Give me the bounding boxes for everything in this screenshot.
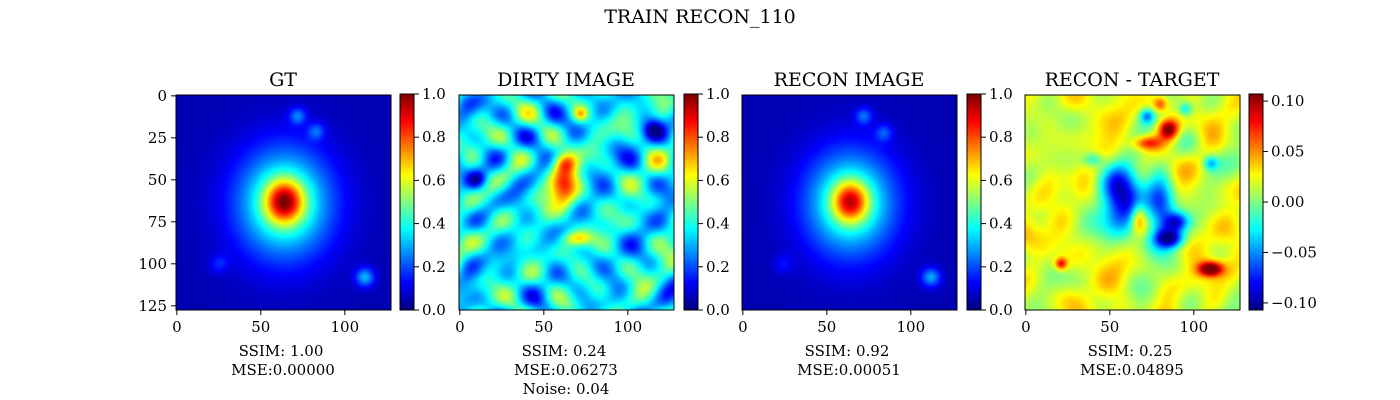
axes-frame (741, 94, 958, 311)
x-tick-label: 100 (613, 318, 642, 336)
colorbar-tick-label: 0.8 (422, 128, 446, 146)
metric-line: MSE:0.00000 (231, 361, 335, 379)
colorbar-tick-label: 0.6 (706, 171, 730, 189)
panel-title: GT (269, 69, 297, 91)
x-tick-label: 0 (172, 318, 182, 336)
colorbar-tick-label: 0.8 (989, 128, 1013, 146)
x-tick-label: 100 (1179, 318, 1208, 336)
colorbar-tick-label: 0.0 (422, 301, 446, 319)
panel-3: RECON IMAGE 0 50 100 0.0 0.2 0.4 0.6 0.8 1.0 SSIM:… (738, 69, 1013, 379)
metric-line: SSIM: 0.25 (1088, 342, 1173, 360)
colorbar-tick-label: 0.4 (706, 215, 730, 233)
x-tick-label: 50 (817, 318, 836, 336)
colorbar-tick-label: 1.0 (422, 85, 446, 103)
heatmap-image (459, 95, 674, 310)
colorbar-tick-label: 1.0 (706, 85, 730, 103)
metric-line: MSE:0.06273 (514, 361, 618, 379)
colorbar-frame (683, 93, 699, 311)
y-tick-label: 100 (138, 255, 167, 273)
panel-title: RECON - TARGET (1045, 69, 1220, 91)
colorbar-tick-label: 0.6 (989, 171, 1013, 189)
panel-1: GT 0 50 100 0 25 50 75 100 125 0.0 0.2 0.4 0.6 0.8 1.0 S… (138, 69, 446, 379)
panel-title: RECON IMAGE (774, 69, 925, 91)
heatmap-image (176, 95, 391, 310)
x-tick-label: 50 (534, 318, 553, 336)
colorbar-tick-label: 0.4 (989, 215, 1013, 233)
metric-line: Noise: 0.04 (523, 380, 610, 398)
y-tick-label: 50 (148, 171, 167, 189)
colorbar-frame (966, 93, 982, 311)
metric-line: SSIM: 0.24 (522, 342, 607, 360)
panel-title: DIRTY IMAGE (497, 69, 635, 91)
x-tick-label: 0 (738, 318, 748, 336)
colorbar (684, 94, 698, 310)
y-tick-label: 0 (157, 87, 167, 105)
colorbar-tick-label: 0.2 (422, 258, 446, 276)
metric-line: SSIM: 0.92 (805, 342, 890, 360)
colorbar-tick-label: −0.10 (1271, 294, 1317, 312)
metric-line: MSE:0.04895 (1080, 361, 1184, 379)
colorbar (400, 94, 414, 310)
y-tick-label: 25 (148, 129, 167, 147)
colorbar-tick-label: 0.2 (706, 258, 730, 276)
colorbar (967, 94, 981, 310)
colorbar-tick-label: 0.2 (989, 258, 1013, 276)
x-tick-label: 50 (251, 318, 270, 336)
axes-frame (1024, 94, 1241, 311)
metric-line: SSIM: 1.00 (239, 342, 324, 360)
x-tick-label: 100 (330, 318, 359, 336)
colorbar-frame (399, 93, 415, 311)
y-tick-label: 75 (148, 213, 167, 231)
panel-2: DIRTY IMAGE 0 50 100 0.0 0.2 0.4 0.6 0.8 1.0 SSIM:… (455, 69, 730, 398)
axes-frame (458, 94, 675, 311)
figure-suptitle: TRAIN RECON_110 (604, 6, 796, 28)
colorbar-tick-label: −0.05 (1271, 243, 1317, 261)
colorbar-tick-label: 0.6 (422, 171, 446, 189)
heatmap-image (1025, 95, 1240, 310)
colorbar-tick-label: 0.10 (1271, 92, 1304, 110)
colorbar-tick-label: 1.0 (989, 85, 1013, 103)
colorbar-tick-label: 0.8 (706, 128, 730, 146)
colorbar (1249, 94, 1263, 310)
colorbar-tick-label: 0.05 (1271, 143, 1304, 161)
x-tick-label: 0 (1021, 318, 1031, 336)
metric-line: MSE:0.00051 (797, 361, 901, 379)
colorbar-tick-label: 0.4 (422, 215, 446, 233)
colorbar-tick-label: 0.0 (989, 301, 1013, 319)
y-tick-label: 125 (138, 297, 167, 315)
x-tick-label: 0 (455, 318, 465, 336)
x-tick-label: 50 (1100, 318, 1119, 336)
x-tick-label: 100 (896, 318, 925, 336)
panel-4: RECON - TARGET 0 50 100 0.10 0.05 0.00 −0.05 −0.… (1021, 69, 1317, 379)
heatmap-image (742, 95, 957, 310)
colorbar-tick-label: 0.00 (1271, 193, 1304, 211)
colorbar-tick-label: 0.0 (706, 301, 730, 319)
axes-frame (175, 94, 392, 311)
